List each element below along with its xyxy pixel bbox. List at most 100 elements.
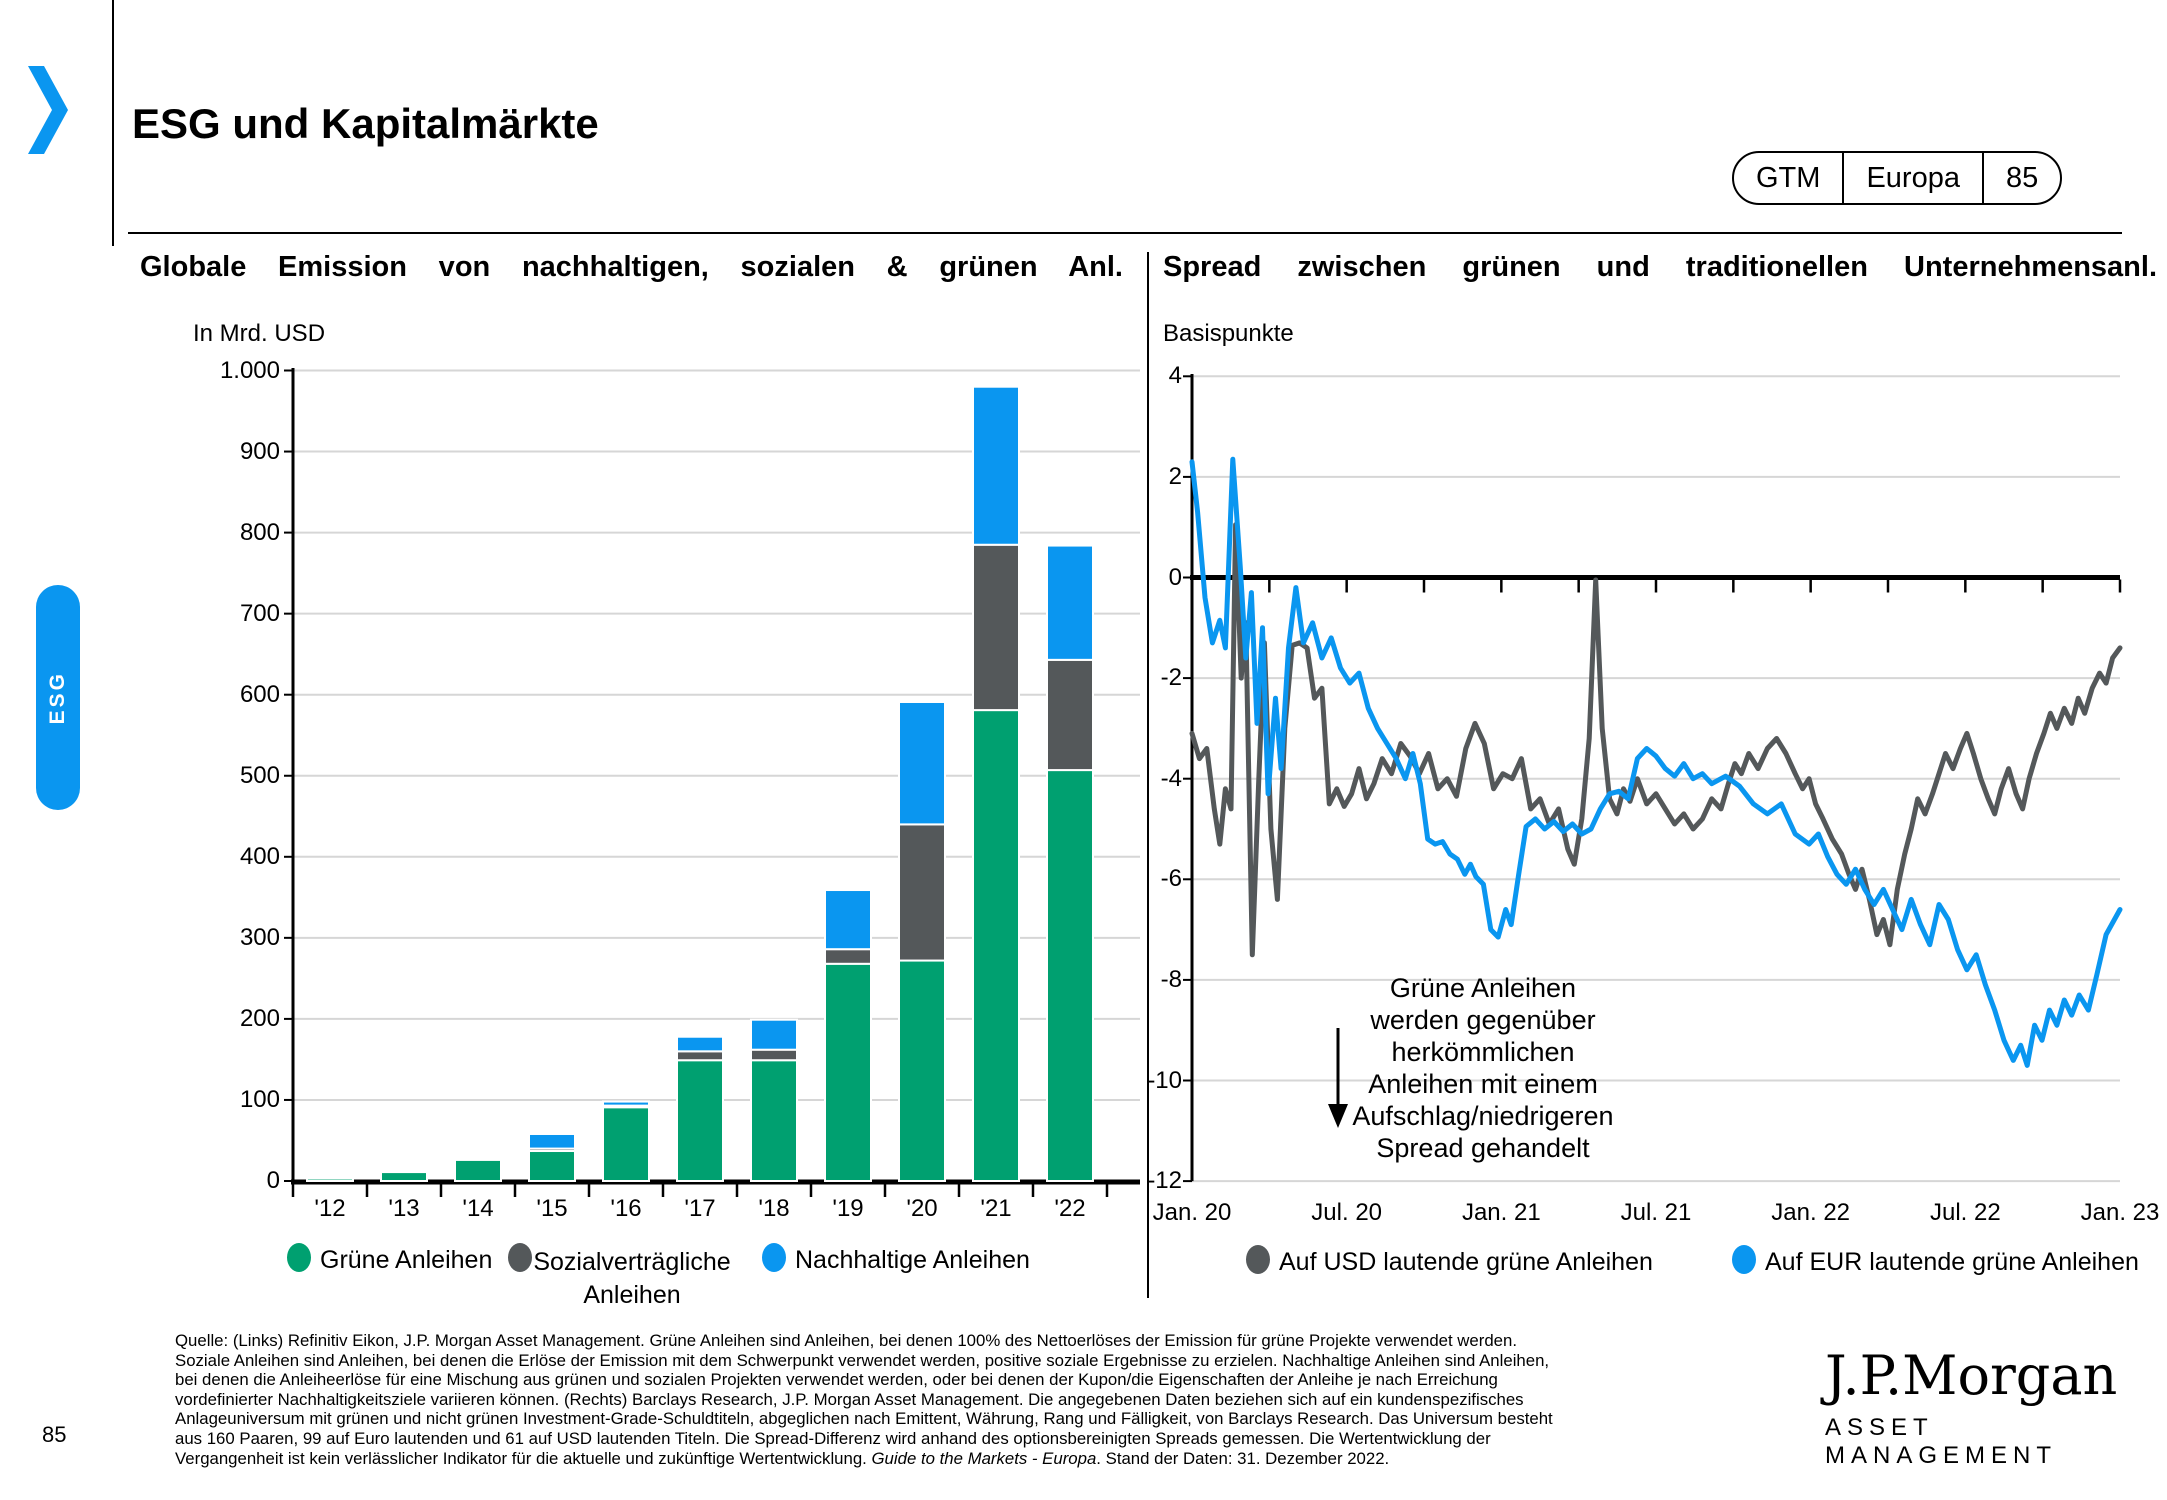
x-tick-label: Jan. 22 — [1771, 1199, 1851, 1226]
left-chart-title: Globale Emission von nachhaltigen, sozia… — [140, 251, 1123, 283]
source-footnote: Quelle: (Links) Refinitiv Eikon, J.P. Mo… — [175, 1331, 1785, 1468]
x-tick-label: '22 — [1054, 1195, 1086, 1222]
down-arrow-icon — [1328, 1028, 1348, 1128]
x-tick-label: Jul. 21 — [1620, 1199, 1692, 1226]
right-chart-title: Spread zwischen grünen und traditionelle… — [1163, 251, 2157, 283]
y-tick-label: 800 — [239, 518, 280, 546]
x-tick-label: Jan. 20 — [1152, 1199, 1232, 1226]
bar-segment-green — [824, 962, 872, 1183]
bar-segment-green — [1046, 769, 1094, 1182]
bar-segment-gray — [972, 543, 1020, 712]
annotation-line: Anleihen mit einem — [1368, 1069, 1598, 1099]
y-tick-label: 0 — [1168, 563, 1182, 591]
annotation-line: herkömmlichen — [1391, 1037, 1575, 1067]
x-tick-label: '12 — [314, 1195, 346, 1222]
bar-segment-gray — [898, 823, 946, 962]
x-tick-label: '17 — [684, 1195, 716, 1222]
y-tick-label: -4 — [1160, 764, 1182, 792]
legend-marker-sustainable — [762, 1243, 786, 1272]
bar-segment-blue — [750, 1018, 798, 1051]
logo-name: J.P.Morgan — [1825, 1344, 2118, 1407]
left-chart-unit-label: In Mrd. USD — [193, 320, 326, 347]
x-tick-label: '14 — [462, 1195, 494, 1222]
x-tick-label: Jul. 22 — [1929, 1199, 2001, 1226]
x-tick-label: Jan. 23 — [2080, 1199, 2160, 1226]
gtm-badge-label: GTM — [1756, 161, 1821, 194]
legend-label-usd: Auf USD lautende grüne Anleihen — [1279, 1248, 1653, 1276]
x-tick-label: '13 — [388, 1195, 420, 1222]
y-tick-label: 4 — [1168, 362, 1182, 390]
y-tick-label: 400 — [239, 842, 280, 870]
bar-segment-green — [676, 1059, 724, 1182]
bar-segment-green — [972, 709, 1020, 1182]
footnote-line: aus 160 Paaren, 99 auf Euro lautenden un… — [175, 1428, 1491, 1448]
annotation-line: Aufschlag/niedrigeren — [1352, 1101, 1614, 1131]
y-tick-label: 600 — [239, 680, 280, 708]
logo-division: ASSET MANAGEMENT — [1825, 1414, 2058, 1469]
bar-segment-green — [750, 1059, 798, 1182]
legend-label-social-line2: Anleihen — [583, 1281, 681, 1309]
legend-label-social-line1: Sozialverträgliche — [533, 1248, 731, 1276]
y-tick-label: -12 — [1147, 1167, 1182, 1195]
legend-marker-green — [287, 1243, 311, 1272]
right-chart-annotation: Grüne Anleihen werden gegenüber herkömml… — [1288, 972, 1678, 1164]
x-tick-label: Jan. 21 — [1461, 1199, 1541, 1226]
gtm-badge-region: Europa — [1842, 153, 1982, 203]
page-number: 85 — [42, 1422, 67, 1447]
y-tick-label: -10 — [1147, 1066, 1182, 1094]
x-tick-label: '21 — [980, 1195, 1012, 1222]
line-series-gray — [1189, 522, 2123, 958]
legend-marker-usd — [1246, 1245, 1270, 1274]
footnote-line: Soziale Anleihen sind Anleihen, bei dene… — [175, 1350, 1550, 1370]
bar-segment-gray — [824, 948, 872, 965]
y-tick-label: 0 — [266, 1167, 280, 1194]
footnote-line: Quelle: (Links) Refinitiv Eikon, J.P. Mo… — [175, 1331, 1518, 1350]
x-tick-label: Jul. 20 — [1311, 1199, 1383, 1226]
y-tick-label: 100 — [239, 1085, 280, 1113]
y-tick-label: 700 — [239, 599, 280, 627]
y-tick-label: -2 — [1160, 664, 1182, 692]
bar-segment-gray — [750, 1048, 798, 1062]
x-tick-label: '15 — [536, 1195, 568, 1222]
line-series-blue — [1189, 456, 2123, 1068]
bar-segment-green — [528, 1150, 576, 1182]
y-tick-label: 200 — [239, 1004, 280, 1032]
legend-marker-eur — [1732, 1245, 1756, 1274]
bar-segment-blue — [824, 889, 872, 951]
legend-marker-social — [508, 1243, 532, 1272]
y-tick-label: 900 — [239, 437, 280, 465]
bar-segment-green — [306, 1177, 354, 1182]
gtm-badge: GTM Europa 85 — [1732, 151, 2063, 205]
bar-segment-green — [898, 959, 946, 1182]
bar-segment-blue — [528, 1132, 576, 1150]
bar-segment-blue — [676, 1035, 724, 1053]
y-tick-label: -6 — [1160, 865, 1182, 893]
legend-label-sustainable: Nachhaltige Anleihen — [795, 1246, 1030, 1274]
y-tick-label: 2 — [1168, 462, 1182, 490]
annotation-line: Grüne Anleihen — [1389, 973, 1577, 1003]
jpmorgan-logo: J.P.Morgan ASSET MANAGEMENT — [1825, 1348, 2167, 1470]
bar-segment-green — [380, 1171, 428, 1182]
y-tick-label: 500 — [239, 761, 280, 789]
x-tick-label: '16 — [610, 1195, 642, 1222]
bar-segment-green — [602, 1106, 650, 1183]
legend-label-green: Grüne Anleihen — [320, 1246, 493, 1274]
y-tick-label: 300 — [239, 923, 280, 951]
bar-segment-blue — [1046, 544, 1094, 661]
bar-segment-blue — [898, 700, 946, 826]
legend-label-eur: Auf EUR lautende grüne Anleihen — [1765, 1248, 2139, 1276]
sidebar-tab-esg[interactable]: ESG — [36, 585, 80, 810]
y-tick-label: -8 — [1160, 965, 1182, 993]
footnote-line: vordefinierter Nachhaltigkeitsziele vari… — [175, 1389, 1524, 1409]
bar-segment-green — [454, 1158, 502, 1183]
right-chart-unit-label: Basispunkte — [1163, 320, 1294, 347]
header-divider — [112, 0, 114, 246]
footnote-line: bei denen die Anleiheerlöse für eine Mis… — [175, 1370, 1498, 1390]
header-rule — [128, 232, 2122, 234]
bar-segment-gray — [676, 1050, 724, 1062]
bar-segment-blue — [602, 1100, 650, 1107]
gtm-badge-page: 85 — [1981, 153, 2060, 203]
bar-segment-blue — [972, 385, 1020, 546]
